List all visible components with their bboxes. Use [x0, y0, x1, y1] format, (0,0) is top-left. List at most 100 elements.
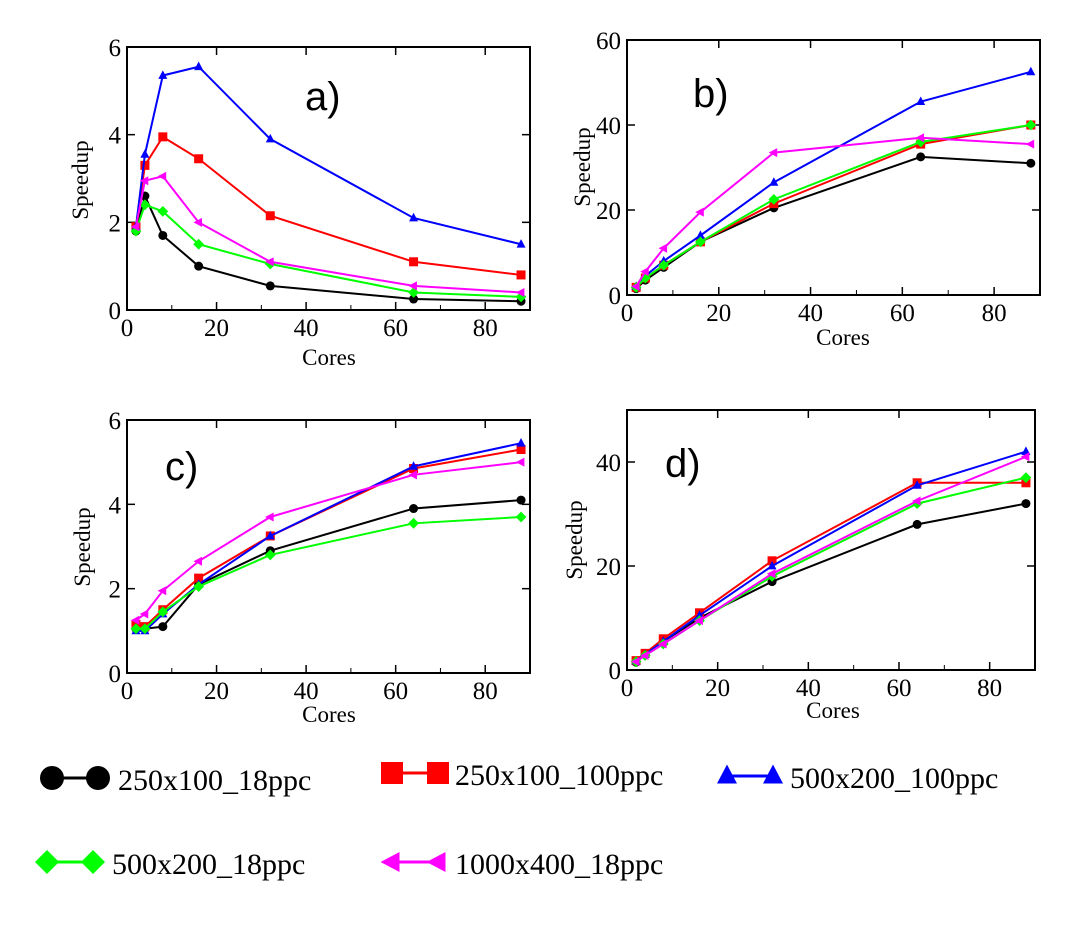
panel-a-series-line	[134, 135, 522, 276]
triangle-up-icon	[717, 764, 737, 784]
legend: 250x100_18ppc 250x100_100ppc 500x200_100pp…	[35, 759, 998, 881]
panel-d-xtick-label: 80	[977, 675, 1002, 702]
panel-b-y-axis-label: Speedup	[570, 127, 595, 206]
panel-a-data-point	[515, 287, 525, 297]
panel-a-data-point	[193, 238, 205, 250]
panel-b-xtick-label: 60	[890, 300, 915, 327]
panel-a-y-axis-label: Speedup	[68, 140, 93, 219]
panel-d-data-point	[1020, 472, 1032, 483]
panel-b: 0 20 40 60 80 0 20 40 60 Cores Speedup b)	[570, 28, 1041, 350]
panel-a-data-point	[158, 70, 168, 79]
panel-a-data-point	[130, 222, 140, 232]
panel-a-data-point	[194, 154, 204, 164]
panel-c-data-point	[157, 586, 167, 596]
panel-c-xtick-label: 20	[204, 678, 229, 705]
panel-a-xtick-label: 80	[473, 315, 498, 342]
panel-a-data-point	[157, 205, 169, 217]
panel-c-data-point	[130, 623, 142, 635]
panel-d-x-axis-label: Cores	[806, 698, 860, 723]
panel-b-xtick-label: 80	[982, 300, 1007, 327]
legend-item-250x100_100ppc: 250x100_100ppc	[381, 759, 663, 792]
panel-b-data-point	[915, 133, 925, 143]
panel-c-data-point	[158, 622, 168, 632]
legend-label: 250x100_100ppc	[455, 759, 663, 792]
diamond-icon	[81, 850, 105, 874]
panel-c-ytick-label: 0	[109, 661, 122, 688]
panel-d-series-500x200_18ppc	[630, 472, 1032, 668]
panel-b-data-point	[695, 230, 705, 239]
panel-c-ytick-label: 4	[109, 492, 122, 519]
panel-d-ytick-label: 40	[596, 450, 621, 477]
panel-a-data-point	[157, 171, 167, 181]
panel-a-data-point	[265, 211, 275, 221]
panel-c-data-point	[409, 461, 419, 470]
panel-d-series-1000x400_18ppc	[630, 452, 1030, 667]
panel-a-data-point	[193, 217, 203, 227]
panel-c-data-point	[515, 511, 527, 523]
panel-a-data-point	[194, 61, 204, 71]
panel-b-data-point	[695, 236, 706, 248]
panel-a-series-1000x400_18ppc	[130, 171, 525, 297]
panel-c-data-point	[265, 512, 274, 522]
panel-d-series-line	[635, 502, 1027, 663]
panel-b-ytick-label: 0	[609, 283, 622, 310]
panel-d-data-point	[911, 496, 921, 506]
panel-c-data-point	[515, 457, 525, 467]
panel-c-data-point	[193, 581, 205, 592]
square-icon	[381, 762, 403, 784]
panel-c-data-point	[265, 530, 275, 540]
panel-a-xtick-label: 40	[294, 315, 319, 342]
panel-d-data-point	[694, 616, 703, 626]
panel-c-data-point	[139, 623, 151, 635]
panel-b-data-point	[658, 259, 670, 271]
panel-b-data-point	[1026, 66, 1036, 76]
panel-c-data-point	[408, 517, 419, 529]
panel-a-data-point	[409, 212, 419, 222]
panel-d-data-point	[658, 639, 667, 649]
panel-c-data-point	[408, 470, 417, 480]
panel-c-xtick-label: 80	[473, 678, 498, 705]
panel-d-xtick-label: 60	[887, 675, 912, 702]
panel-a: 0 20 40 60 80 0 2 4 6 Cores Speedup a)	[68, 35, 531, 370]
panel-c-xtick-label: 0	[121, 678, 134, 705]
panel-a-data-point	[408, 281, 417, 291]
panel-b-data-point	[916, 152, 926, 162]
panel-d-data-point	[766, 569, 776, 579]
panel-d-xtick-label: 20	[705, 675, 730, 702]
legend-item-500x200_100ppc: 500x200_100ppc	[717, 762, 998, 795]
triangle-up-icon	[763, 764, 783, 784]
panel-c-series-500x200_18ppc	[130, 511, 527, 635]
panel-d-xtick-label: 40	[796, 675, 821, 702]
panel-a-xtick-label: 20	[204, 315, 229, 342]
panel-c-y-axis-label: Speedup	[70, 507, 95, 586]
panel-b-ytick-label: 40	[596, 113, 621, 140]
panel-c-x-axis-label: Cores	[302, 702, 356, 727]
panel-c-frame	[126, 419, 531, 674]
panel-d-data-point	[1020, 452, 1030, 462]
panel-d-data-point	[1021, 499, 1031, 509]
panel-d-data-point	[767, 556, 777, 566]
triangle-left-icon	[380, 852, 400, 872]
panel-a-data-point	[194, 261, 204, 271]
panel-b-data-point	[768, 193, 780, 205]
panel-b-xtick-label: 40	[798, 300, 823, 327]
panel-c-ytick-label: 6	[109, 408, 122, 435]
panel-a-xtick-label: 0	[121, 315, 134, 342]
panel-b-data-point	[1026, 158, 1036, 168]
panel-a-data-point	[158, 230, 168, 240]
panel-c-xtick-label: 60	[383, 678, 408, 705]
legend-item-250x100_18ppc: 250x100_18ppc	[40, 764, 311, 797]
panel-a-xtick-label: 60	[383, 315, 408, 342]
panel-b-frame	[626, 39, 1041, 296]
panel-d-data-point	[912, 519, 922, 529]
legend-label: 500x200_18ppc	[112, 848, 305, 881]
panel-a-data-point	[265, 257, 274, 267]
panel-b-data-point	[631, 282, 640, 291]
panel-a-title: a)	[305, 75, 341, 119]
panel-b-series-1000x400_18ppc	[631, 133, 1035, 291]
panel-a-data-point	[140, 149, 150, 158]
panel-a-series-line	[135, 203, 522, 298]
panel-b-data-point	[1025, 119, 1037, 131]
